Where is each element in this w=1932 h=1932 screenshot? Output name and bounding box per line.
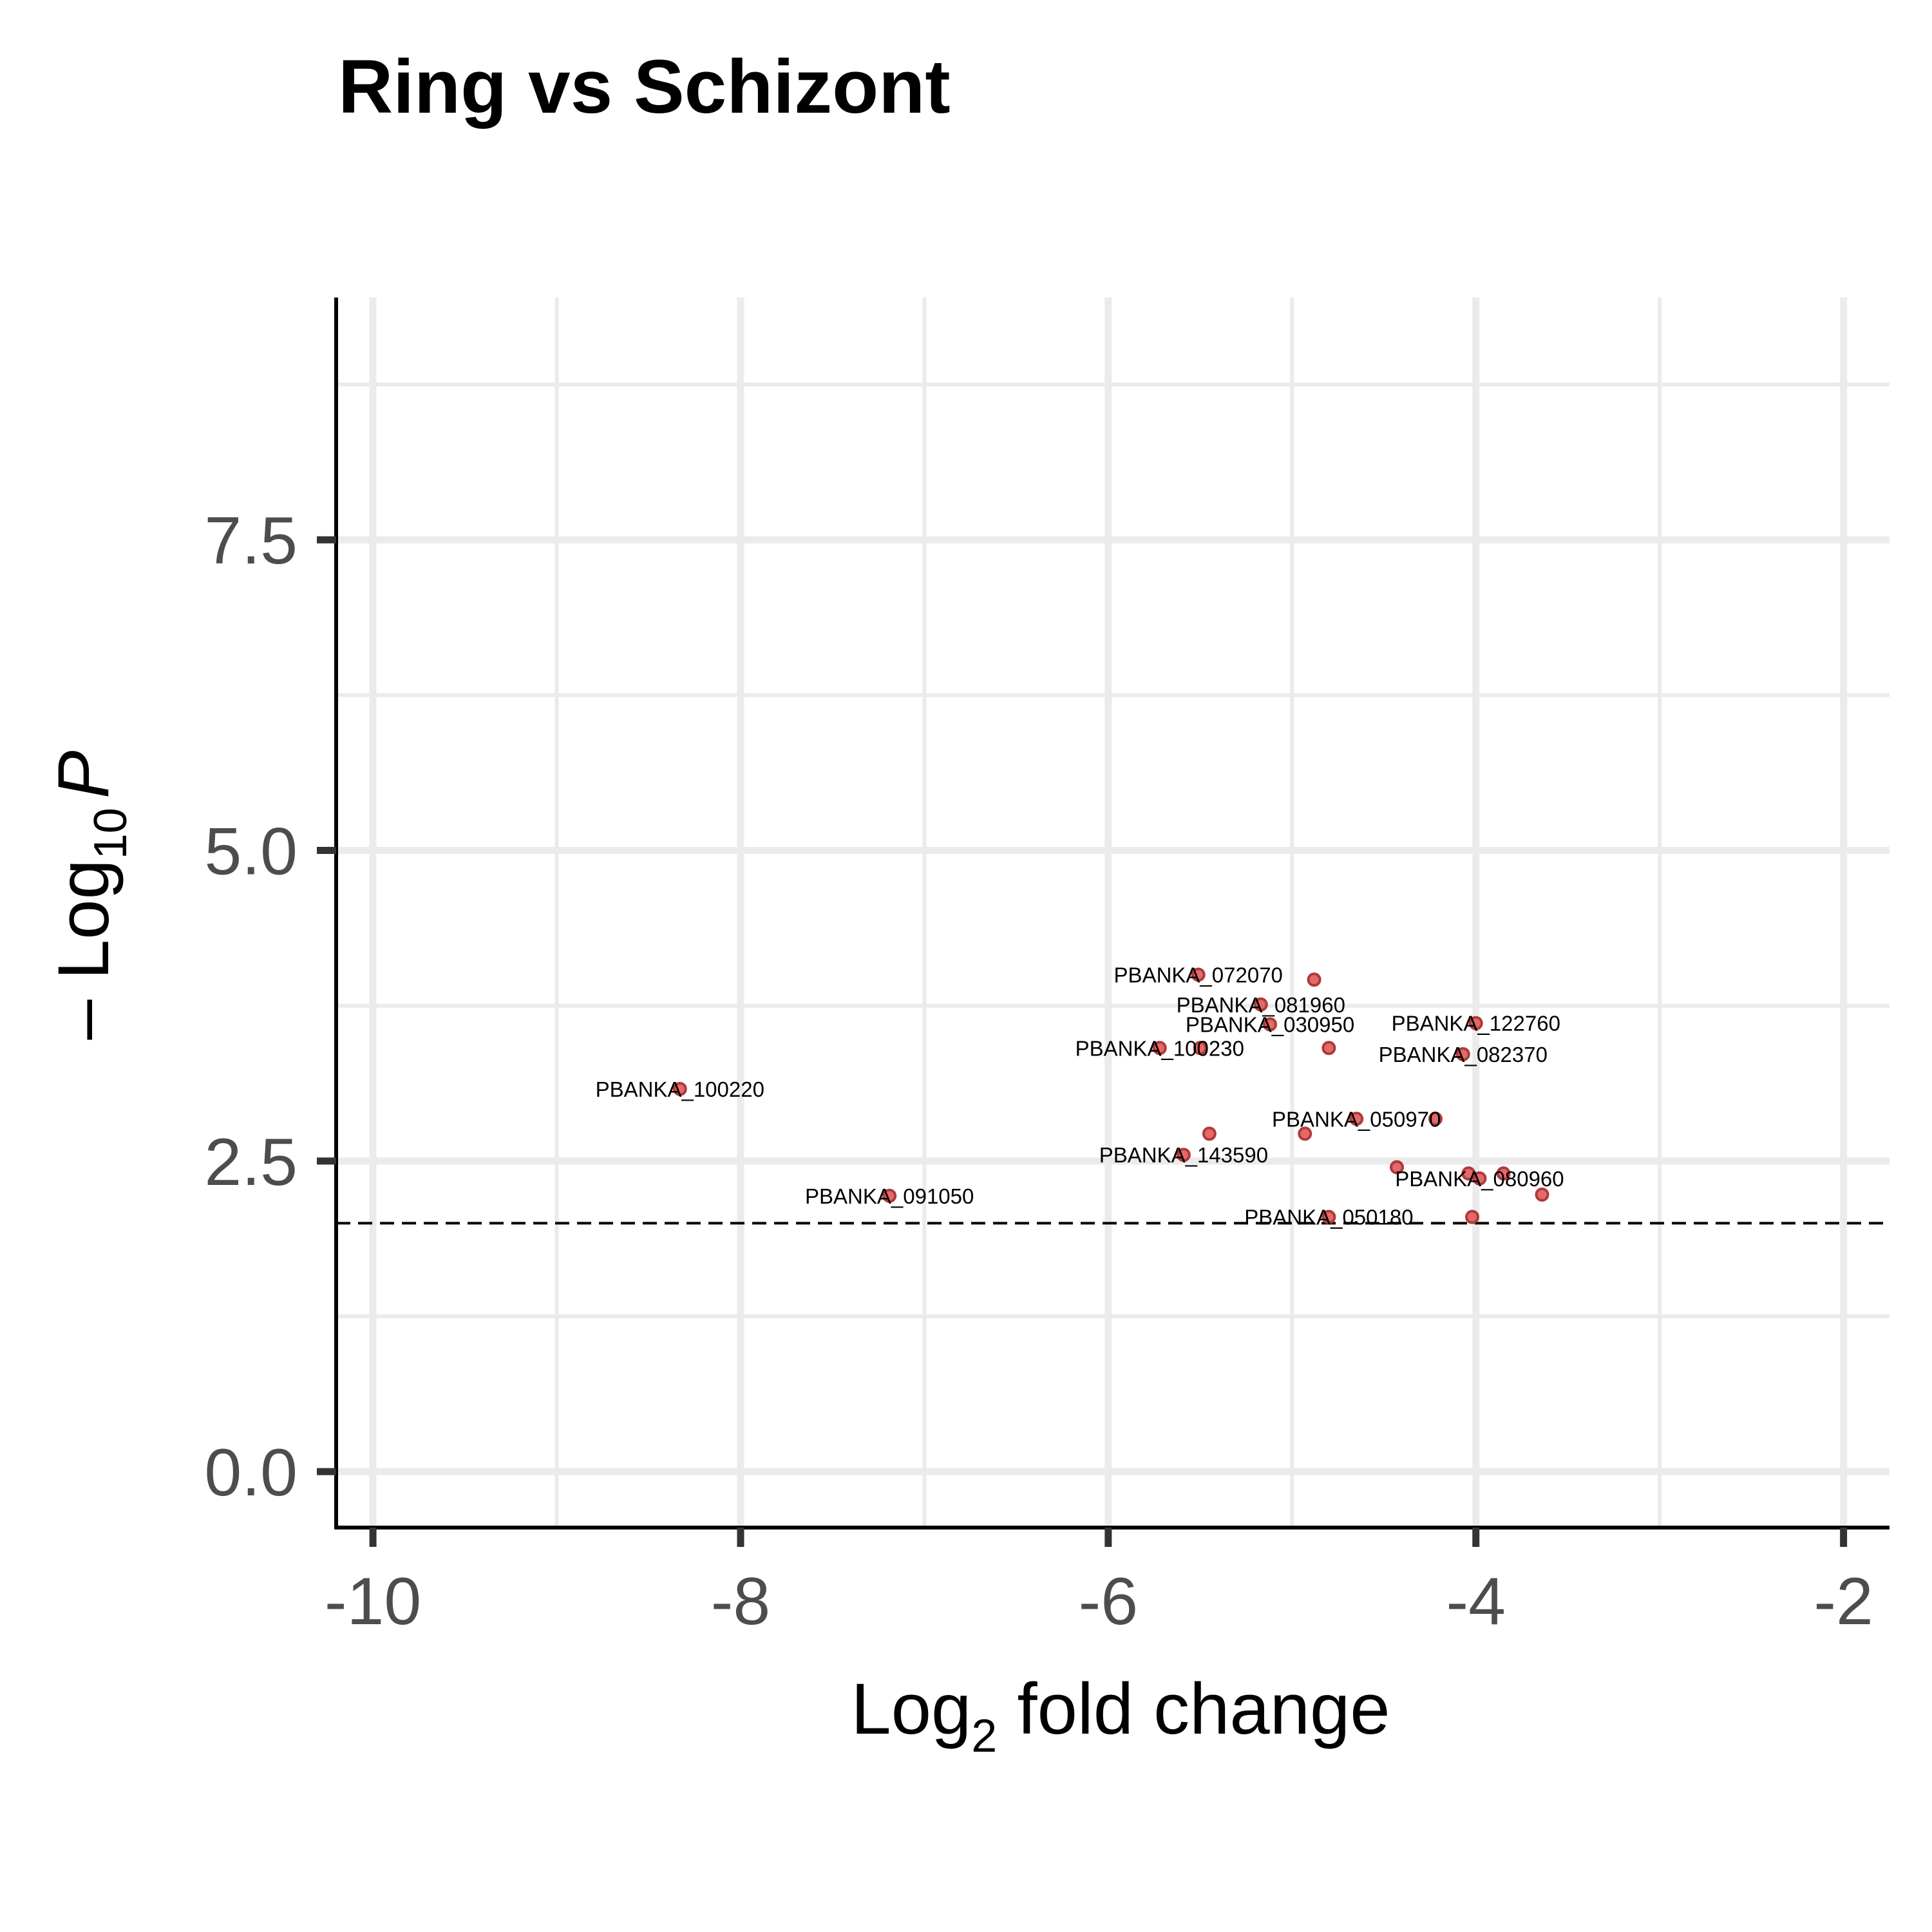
y-axis-title: – Log10P bbox=[43, 750, 137, 1039]
point-label: PBANKA_050970 bbox=[1272, 1107, 1441, 1131]
data-point bbox=[1472, 1171, 1487, 1186]
data-point bbox=[1307, 972, 1321, 987]
point-labels: PBANKA_100220PBANKA_091050PBANKA_100230P… bbox=[596, 963, 1564, 1229]
chart-title: Ring vs Schizont bbox=[338, 44, 951, 129]
data-point bbox=[1496, 1166, 1511, 1181]
point-label: PBANKA_100220 bbox=[596, 1077, 764, 1101]
data-point bbox=[1193, 1041, 1208, 1056]
data-point bbox=[1455, 1046, 1470, 1061]
data-point bbox=[1263, 1017, 1278, 1032]
data-point bbox=[1321, 1041, 1336, 1056]
x-tick-label: -6 bbox=[1079, 1564, 1138, 1639]
data-point bbox=[1468, 1016, 1483, 1030]
y-tick-label: 0.0 bbox=[204, 1435, 298, 1510]
point-label: PBANKA_030950 bbox=[1186, 1013, 1354, 1037]
data-point bbox=[1465, 1209, 1480, 1224]
data-point bbox=[1176, 1148, 1191, 1162]
axis-lines bbox=[334, 298, 1889, 1530]
data-point bbox=[1349, 1112, 1364, 1126]
data-point bbox=[1191, 967, 1206, 982]
data-point bbox=[882, 1188, 897, 1203]
data-point bbox=[1298, 1126, 1312, 1141]
axis-ticks: -10 -8 -6 -4 -2 0.0 2.5 5.0 7.5 bbox=[204, 504, 1873, 1639]
point-label: PBANKA_050180 bbox=[1244, 1206, 1413, 1229]
x-tick-label: -4 bbox=[1446, 1564, 1506, 1639]
x-axis-title: Log2 fold change bbox=[851, 1669, 1390, 1762]
y-tick-label: 5.0 bbox=[204, 815, 298, 889]
data-point bbox=[1461, 1166, 1476, 1181]
point-label: PBANKA_080960 bbox=[1395, 1167, 1564, 1191]
x-tick-label: -2 bbox=[1814, 1564, 1873, 1639]
y-tick-label: 7.5 bbox=[204, 504, 298, 578]
data-point bbox=[1390, 1160, 1405, 1175]
x-tick-label: -8 bbox=[711, 1564, 770, 1639]
data-point bbox=[672, 1081, 687, 1096]
data-point bbox=[1535, 1187, 1549, 1202]
point-label: PBANKA_100230 bbox=[1075, 1036, 1244, 1060]
data-point bbox=[1321, 1209, 1336, 1224]
point-label: PBANKA_072070 bbox=[1114, 963, 1283, 987]
data-point bbox=[1152, 1041, 1167, 1056]
grid bbox=[336, 298, 1889, 1528]
data-points bbox=[672, 967, 1549, 1224]
point-label: PBANKA_081960 bbox=[1177, 993, 1345, 1017]
y-tick-label: 2.5 bbox=[204, 1125, 298, 1200]
point-label: PBANKA_143590 bbox=[1099, 1143, 1268, 1167]
data-point bbox=[1202, 1126, 1217, 1141]
x-tick-label: -10 bbox=[325, 1564, 421, 1639]
point-label: PBANKA_082370 bbox=[1379, 1043, 1548, 1066]
point-label: PBANKA_122760 bbox=[1392, 1012, 1560, 1036]
data-point bbox=[1253, 997, 1268, 1012]
data-point bbox=[1428, 1112, 1443, 1126]
point-label: PBANKA_091050 bbox=[805, 1184, 974, 1208]
